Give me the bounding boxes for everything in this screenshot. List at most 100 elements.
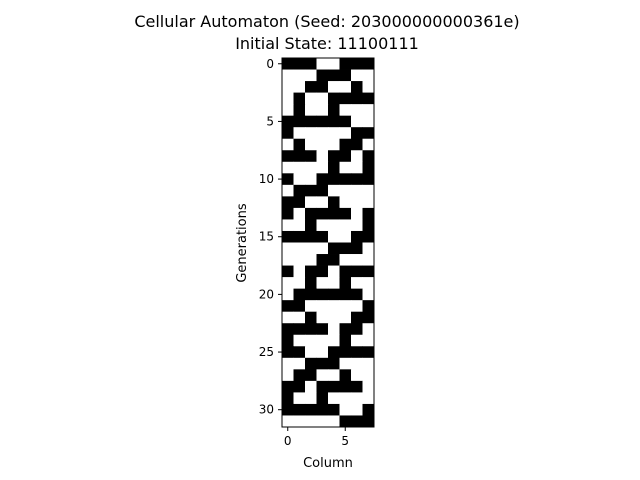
cell-r8-c7 — [362, 150, 375, 163]
cell-r27-c1 — [293, 369, 306, 382]
cell-r22-c1 — [293, 311, 306, 324]
cell-r28-c6 — [351, 380, 363, 393]
cell-r27-c3 — [316, 369, 329, 382]
cell-r6-c4 — [328, 127, 340, 140]
cell-r11-c5 — [339, 184, 352, 197]
cell-r20-c0 — [282, 288, 294, 301]
cell-r10-c6 — [351, 173, 363, 186]
cell-r27-c7 — [362, 369, 375, 382]
cell-r18-c0 — [282, 265, 294, 278]
cell-r24-c7 — [362, 334, 375, 347]
cell-r27-c0 — [282, 369, 294, 382]
cell-r9-c6 — [351, 161, 363, 174]
cell-r14-c7 — [362, 219, 375, 232]
cell-r9-c3 — [316, 161, 329, 174]
cell-r25-c5 — [339, 346, 352, 359]
cell-r28-c3 — [316, 380, 329, 393]
cell-r7-c2 — [305, 138, 317, 151]
cell-r14-c0 — [282, 219, 294, 232]
cell-r3-c4 — [328, 92, 340, 105]
cell-r30-c1 — [293, 403, 306, 416]
cell-r6-c6 — [351, 127, 363, 140]
cell-r24-c1 — [293, 334, 306, 347]
cell-r0-c1 — [293, 58, 306, 70]
cell-r4-c0 — [282, 104, 294, 117]
cell-r15-c3 — [316, 230, 329, 243]
cell-r28-c4 — [328, 380, 340, 393]
cell-r7-c7 — [362, 138, 375, 151]
cell-r22-c4 — [328, 311, 340, 324]
cell-r30-c3 — [316, 403, 329, 416]
cell-r6-c1 — [293, 127, 306, 140]
cell-r3-c5 — [339, 92, 352, 105]
cell-r1-c4 — [328, 69, 340, 82]
cell-r8-c2 — [305, 150, 317, 163]
cell-r12-c7 — [362, 196, 375, 209]
cell-r11-c0 — [282, 184, 294, 197]
cell-r17-c1 — [293, 254, 306, 266]
cell-r13-c4 — [328, 207, 340, 220]
cell-r27-c6 — [351, 369, 363, 382]
cell-r25-c6 — [351, 346, 363, 359]
cell-r25-c3 — [316, 346, 329, 359]
cell-r3-c3 — [316, 92, 329, 105]
cell-r9-c4 — [328, 161, 340, 174]
cell-r24-c3 — [316, 334, 329, 347]
cell-r8-c5 — [339, 150, 352, 163]
x-tick-label: 5 — [341, 434, 349, 448]
cell-r17-c4 — [328, 254, 340, 266]
cell-r8-c4 — [328, 150, 340, 163]
cell-r8-c1 — [293, 150, 306, 163]
cell-r0-c0 — [282, 58, 294, 70]
cell-r21-c6 — [351, 300, 363, 313]
cell-r21-c2 — [305, 300, 317, 313]
cell-r17-c6 — [351, 254, 363, 266]
cell-r2-c1 — [293, 81, 306, 93]
cell-r28-c7 — [362, 380, 375, 393]
cell-r7-c3 — [316, 138, 329, 151]
cell-r23-c6 — [351, 323, 363, 336]
cell-r19-c1 — [293, 277, 306, 290]
cell-r1-c1 — [293, 69, 306, 82]
cell-r26-c4 — [328, 357, 340, 370]
cell-r20-c6 — [351, 288, 363, 301]
cell-r26-c6 — [351, 357, 363, 370]
cell-r31-c1 — [293, 415, 306, 428]
cell-r2-c7 — [362, 81, 375, 93]
chart-title: Cellular Automaton (Seed: 20300000000036… — [134, 12, 519, 31]
cell-r31-c5 — [339, 415, 352, 428]
cell-r13-c0 — [282, 207, 294, 220]
cell-r28-c5 — [339, 380, 352, 393]
cell-r14-c3 — [316, 219, 329, 232]
cell-r13-c2 — [305, 207, 317, 220]
cell-r15-c7 — [362, 230, 375, 243]
cell-r1-c7 — [362, 69, 375, 82]
cell-r24-c0 — [282, 334, 294, 347]
cell-r16-c2 — [305, 242, 317, 255]
cell-r3-c7 — [362, 92, 375, 105]
cell-r9-c5 — [339, 161, 352, 174]
cell-r26-c1 — [293, 357, 306, 370]
cell-r30-c2 — [305, 403, 317, 416]
cell-r31-c4 — [328, 415, 340, 428]
y-tick-label: 10 — [259, 172, 274, 186]
cell-r21-c4 — [328, 300, 340, 313]
cell-r20-c2 — [305, 288, 317, 301]
cell-r23-c1 — [293, 323, 306, 336]
cell-r2-c6 — [351, 81, 363, 93]
cell-r31-c2 — [305, 415, 317, 428]
cell-r0-c2 — [305, 58, 317, 70]
cell-r13-c5 — [339, 207, 352, 220]
cell-r28-c2 — [305, 380, 317, 393]
cell-r7-c5 — [339, 138, 352, 151]
cell-r31-c3 — [316, 415, 329, 428]
cell-r21-c3 — [316, 300, 329, 313]
cell-r23-c2 — [305, 323, 317, 336]
cell-r5-c7 — [362, 115, 375, 128]
cell-r9-c0 — [282, 161, 294, 174]
cell-r5-c2 — [305, 115, 317, 128]
cell-r12-c2 — [305, 196, 317, 209]
cell-r30-c4 — [328, 403, 340, 416]
cell-r4-c3 — [316, 104, 329, 117]
cell-r19-c3 — [316, 277, 329, 290]
